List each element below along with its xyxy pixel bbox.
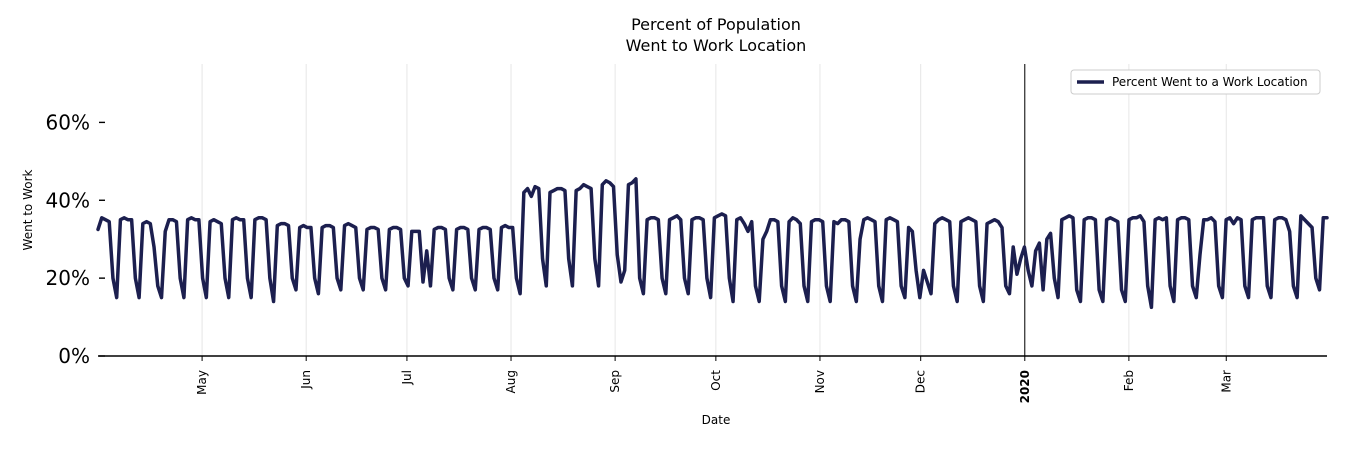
y-axis-label: Went to Work [21, 169, 35, 250]
x-axis-label: Date [702, 413, 731, 427]
x-tick-label-may: May [195, 370, 209, 395]
x-tick-label-feb: Feb [1122, 370, 1136, 391]
chart-title-line-2: Went to Work Location [626, 36, 807, 55]
legend-box [1070, 69, 1321, 95]
series-line-0 [96, 177, 1329, 310]
vertical-gridlines [201, 64, 1227, 356]
x-axis-ticks: May Jun Jul Aug Sep Oct Nov Dec 2020 Feb Mar [195, 356, 1233, 403]
y-tick-label: 20% [46, 266, 90, 290]
x-tick-label-oct: Oct [709, 370, 723, 391]
x-tick-label-dec: Dec [914, 370, 928, 393]
x-tick-label-jun: Jun [299, 370, 313, 390]
x-tick-label-mar: Mar [1219, 370, 1233, 393]
y-tick-label: 0% [58, 344, 90, 368]
x-tick-label-aug: Aug [504, 370, 518, 393]
x-tick-label-2020: 2020 [1018, 370, 1032, 403]
x-tick-label-jul: Jul [400, 370, 414, 385]
chart-title-line-1: Percent of Population [631, 15, 801, 34]
y-tick-label: 60% [46, 110, 90, 134]
legend: Percent Went to a Work Location [1070, 69, 1321, 95]
x-tick-label-sep: Sep [608, 370, 622, 393]
y-tick-label: 40% [46, 188, 90, 212]
legend-entry-label: Percent Went to a Work Location [1112, 75, 1308, 89]
y-axis-ticks: 0% 20% 40% 60% [46, 110, 105, 368]
series-layer [96, 177, 1329, 310]
x-tick-label-nov: Nov [813, 370, 827, 393]
